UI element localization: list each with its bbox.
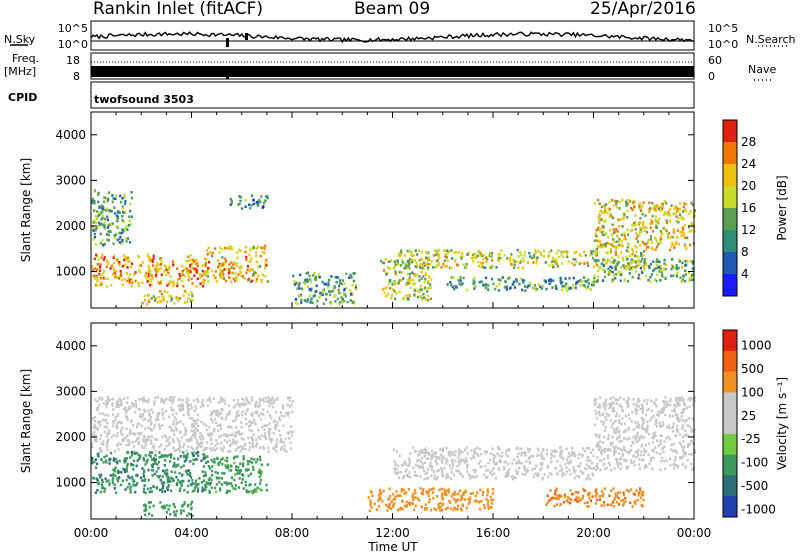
power-colorbar-swatch	[723, 208, 737, 231]
velocity-colorbar-swatch	[723, 350, 737, 373]
velocity-colorbar-swatch	[723, 433, 737, 456]
power-ytick-label: 1000	[55, 265, 86, 279]
freq-label: Freq.	[12, 52, 40, 65]
velocity-colorbar-tick: 1000	[741, 339, 772, 353]
freq-tick-low: 8	[73, 70, 80, 83]
power-ytick-label: 4000	[55, 128, 86, 142]
time-axis-label: Time UT	[367, 540, 418, 554]
power-colorbar-tick: 16	[741, 201, 756, 215]
power-colorbar-tick: 12	[741, 223, 756, 237]
power-echo-region	[593, 258, 695, 284]
freq-tick-high: 18	[66, 54, 80, 67]
velocity-echo-region	[204, 455, 269, 495]
power-echo-region	[204, 244, 269, 284]
time-tick-label: 00:00	[677, 526, 712, 540]
cpid-label: CPID	[8, 91, 38, 104]
noise-tick-right-low: 10^0	[708, 38, 738, 51]
velocity-echo-region	[143, 500, 194, 517]
nsearch-label: N.Search	[746, 33, 796, 46]
velocity-colorbar-tick: -25	[741, 432, 761, 446]
velocity-colorbar-tick: 500	[741, 362, 764, 376]
nave-label: Nave	[748, 63, 777, 76]
velocity-colorbar-tick: -1000	[741, 502, 776, 516]
power-colorbar-frame	[722, 119, 738, 297]
time-tick-label: 08:00	[275, 526, 310, 540]
freq-unit-label: [MHz]	[4, 65, 37, 78]
velocity-colorbar-tick: 100	[741, 385, 764, 399]
power-colorbar-tick: 24	[741, 157, 756, 171]
velocity-colorbar-tick: -500	[741, 479, 768, 493]
nsky-trace	[90, 31, 695, 44]
velocity-ytick-label: 4000	[55, 339, 86, 353]
velocity-colorbar-swatch	[723, 454, 737, 476]
power-colorbar-tick: 8	[741, 245, 749, 259]
power-plot-background	[91, 112, 694, 308]
power-colorbar-tick: 4	[741, 267, 749, 281]
noise-tick-left-low: 10^0	[58, 38, 88, 51]
velocity-colorbar-swatch	[723, 392, 737, 414]
velocity-echo-region	[91, 450, 206, 495]
velocity-colorbar-tick: -100	[741, 456, 768, 470]
nave-tick-high: 60	[708, 54, 722, 67]
power-colorbar-label: Power [dB]	[775, 175, 789, 240]
power-echo-region	[91, 189, 134, 247]
noise-tick-left-high: 10^5	[58, 22, 88, 35]
power-colorbar-swatch	[723, 252, 737, 275]
power-colorbar-swatch	[723, 164, 737, 187]
velocity-colorbar-swatch	[723, 496, 737, 518]
velocity-colorbar-label: Velocity [m s⁻¹]	[775, 377, 789, 470]
velocity-ytick-label: 3000	[55, 384, 86, 398]
power-echo-region	[229, 194, 269, 210]
cpid-value: twofsound 3503	[94, 93, 194, 106]
velocity-colorbar-swatch	[723, 475, 737, 497]
power-colorbar-swatch	[723, 186, 737, 209]
velocity-ytick-label: 2000	[55, 430, 86, 444]
time-tick-label: 16:00	[476, 526, 511, 540]
velocity-echo-region	[367, 487, 495, 513]
power-ylabel: Slant Range [km]	[19, 158, 33, 262]
beam-label: Beam 09	[354, 0, 431, 19]
power-colorbar-tick: 28	[741, 135, 756, 149]
power-colorbar-swatch	[723, 274, 737, 297]
date-label: 25/Apr/2016	[590, 0, 696, 19]
cpid-panel-frame	[90, 81, 695, 109]
velocity-ylabel: Slant Range [km]	[19, 369, 33, 473]
power-echo-region	[292, 271, 357, 306]
velocity-colorbar-swatch	[723, 413, 737, 435]
nsky-label: N.Sky	[4, 33, 36, 46]
power-colorbar-swatch	[723, 142, 737, 165]
freq-nave-band	[91, 66, 694, 77]
power-ytick-label: 3000	[55, 173, 86, 187]
power-echo-region	[393, 248, 646, 270]
velocity-ytick-label: 1000	[55, 476, 86, 490]
velocity-colorbar-frame	[722, 329, 738, 518]
velocity-echo-region	[91, 395, 294, 454]
plot-title: Rankin Inlet (fitACF)	[93, 0, 264, 19]
freq-gap-marker	[226, 72, 229, 79]
nsky-spike	[245, 33, 248, 40]
velocity-colorbar-tick: 25	[741, 409, 756, 423]
time-tick-label: 04:00	[174, 526, 209, 540]
time-tick-label: 20:00	[576, 526, 611, 540]
velocity-echo-region	[392, 446, 596, 481]
noise-panel-frame	[90, 20, 695, 51]
velocity-colorbar-swatch	[723, 371, 737, 393]
time-tick-label: 00:00	[74, 526, 109, 540]
power-echo-region	[91, 253, 207, 288]
velocity-echo-region	[593, 396, 697, 472]
power-colorbar-tick: 20	[741, 179, 756, 193]
velocity-colorbar-swatch	[723, 330, 737, 352]
power-ytick-label: 2000	[55, 219, 86, 233]
power-colorbar-swatch	[723, 230, 737, 253]
power-echo-region	[446, 276, 596, 292]
velocity-echo-region	[545, 487, 645, 508]
noise-tick-right-high: 10^5	[708, 22, 738, 35]
power-colorbar-swatch	[723, 120, 737, 143]
power-echo-region	[141, 289, 194, 306]
nsky-gap-marker	[226, 38, 229, 47]
time-tick-label: 12:00	[375, 526, 410, 540]
nave-tick-low: 0	[708, 70, 715, 83]
